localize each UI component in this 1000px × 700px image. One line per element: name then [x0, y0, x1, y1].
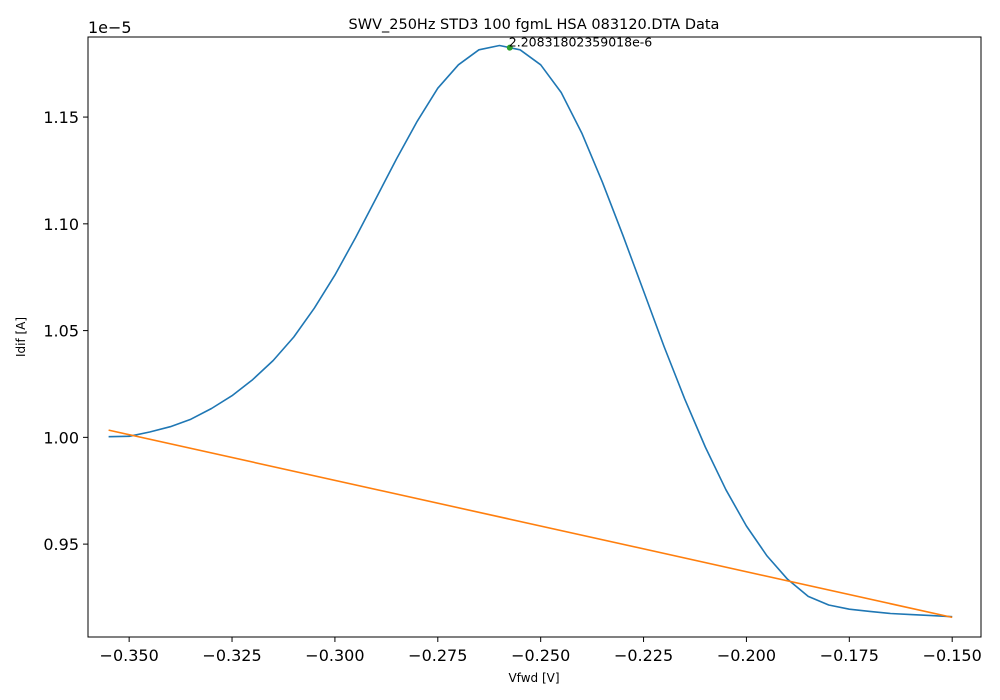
y-tick-label: 1.10	[43, 215, 79, 234]
x-tick-label: −0.350	[100, 646, 159, 665]
y-tick-label: 1.05	[43, 322, 79, 341]
y-tick-label: 0.95	[43, 535, 79, 554]
chart-title: SWV_250Hz STD3 100 fgmL HSA 083120.DTA D…	[349, 17, 720, 33]
y-axis-label: Idif [A]	[14, 317, 28, 357]
x-tick-label: −0.275	[408, 646, 467, 665]
series-line-1	[108, 44, 953, 618]
x-tick-label: −0.150	[923, 646, 982, 665]
x-tick-label: −0.225	[614, 646, 673, 665]
y-ticks: 0.95 1.00 1.05 1.10 1.15	[43, 108, 88, 554]
annotation-layer: 2.20831802359018e-6	[506, 35, 652, 51]
x-tick-label: −0.250	[511, 646, 570, 665]
x-tick-label: −0.175	[820, 646, 879, 665]
series-layer	[108, 44, 953, 619]
series-line-2	[108, 429, 953, 619]
x-tick-label: −0.200	[717, 646, 776, 665]
x-tick-label: −0.300	[305, 646, 364, 665]
y-tick-label: 1.00	[43, 428, 79, 447]
peak-annotation-label: 2.20831802359018e-6	[509, 35, 652, 50]
x-axis-label: Vfwd [V]	[508, 671, 559, 685]
peak-marker	[506, 44, 513, 51]
x-tick-label: −0.325	[202, 646, 261, 665]
plot-frame	[87, 36, 982, 638]
y-offset-label: 1e−5	[88, 18, 132, 37]
y-tick-label: 1.15	[43, 108, 79, 127]
x-ticks: −0.350 −0.325 −0.300 −0.275 −0.250 −0.225 −0.2…	[100, 637, 982, 665]
